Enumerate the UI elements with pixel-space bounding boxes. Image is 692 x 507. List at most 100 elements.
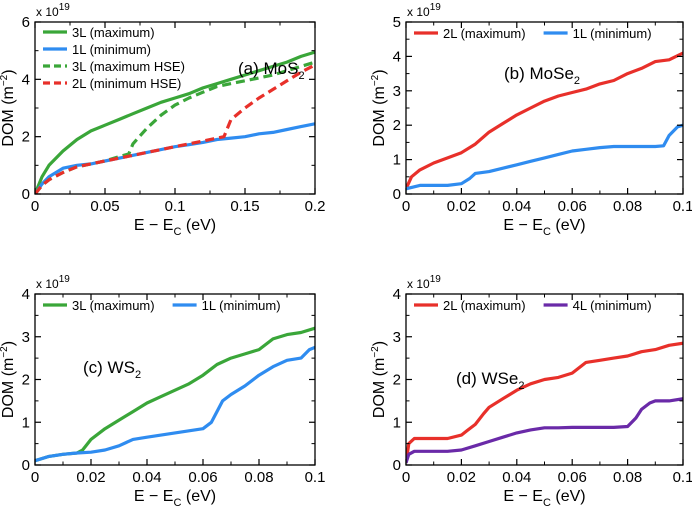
x-tick-label: 0.02 (447, 198, 476, 215)
y-axis-label: DOM (m−2) (0, 69, 17, 146)
scale-factor: x 1019 (36, 274, 70, 291)
series-line-1l-minimum- (406, 123, 683, 191)
scale-exponent: 19 (430, 2, 442, 13)
scale-factor: x 1019 (407, 274, 441, 291)
y-axis-label: DOM (m−2) (0, 341, 17, 418)
plot-frame (34, 293, 316, 466)
y-tick-label: 0 (393, 457, 401, 474)
panel-1: 0 0.05 0.1 0.15 0.2 0 2 4 6 x 1019 E − EC (eV) DOM … (0, 2, 325, 238)
x-tick-label: 0.08 (613, 198, 642, 215)
y-tick-label: 0 (22, 186, 30, 203)
x-tick-label: 0.2 (305, 198, 326, 215)
y-tick-label: 0 (22, 457, 30, 474)
x-tick-label: 0.06 (558, 469, 587, 486)
x-axis-label-main: E − E (503, 488, 543, 505)
scale-exponent: 19 (59, 2, 71, 13)
x-axis-label-main: E − E (134, 488, 174, 505)
series-line-3l-maximum- (35, 326, 315, 463)
scale-exponent: 19 (59, 274, 71, 285)
x-tick-label: 0.1 (673, 469, 692, 486)
x-tick-label: 0.02 (76, 469, 105, 486)
y-axis-label-main: DOM (m (0, 86, 17, 146)
y-axis-label-end: ) (371, 69, 388, 74)
x-tick-label: 0 (402, 198, 410, 215)
y-tick-label: 5 (393, 14, 401, 31)
scale-base: x 10 (407, 277, 430, 291)
x-tick-label: 0.06 (558, 198, 587, 215)
y-axis-label-end: ) (371, 341, 388, 346)
scale-exponent: 19 (430, 274, 442, 285)
panel-label-main: (a) MoS (238, 59, 298, 78)
legend-label: 1L (minimum) (72, 42, 151, 57)
y-axis-label-sup: −2 (370, 346, 381, 358)
y-axis-label-sup: −2 (0, 74, 10, 86)
y-tick-label: 3 (393, 83, 401, 100)
y-axis-label-main: DOM (m (371, 86, 388, 146)
panel-label-sub: 2 (518, 380, 524, 392)
x-tick-label: 0 (402, 469, 410, 486)
x-axis-label: E − EC (eV) (503, 217, 585, 238)
panel-label: (b) MoSe2 (504, 64, 580, 87)
y-tick-label: 4 (393, 48, 401, 65)
y-tick-label: 1 (22, 414, 30, 431)
legend-label: 3L (maximum) (72, 298, 155, 313)
panel-label-main: (c) WS (83, 358, 135, 377)
y-tick-label: 4 (393, 286, 401, 303)
panel-label: (d) WSe2 (456, 369, 524, 392)
x-axis-label-main: E − E (134, 217, 174, 234)
x-tick-label: 0.08 (613, 469, 642, 486)
y-axis-label-sup: −2 (370, 74, 381, 86)
y-axis-label-sup: −2 (0, 346, 10, 358)
x-tick-label: 0.06 (188, 469, 217, 486)
series-line-4l-minimum- (406, 397, 683, 464)
y-tick-label: 3 (22, 329, 30, 346)
series-line-1l-minimum- (35, 345, 315, 463)
x-axis-label-unit: (eV) (181, 217, 216, 234)
x-axis-label: E − EC (eV) (134, 488, 216, 507)
x-axis-label-unit: (eV) (181, 488, 216, 505)
x-axis-label-unit: (eV) (551, 217, 586, 234)
x-axis-label-main: E − E (503, 217, 543, 234)
y-axis-label-main: DOM (m (371, 358, 388, 418)
y-axis-label-end: ) (0, 69, 17, 74)
scale-factor: x 1019 (407, 2, 441, 19)
x-tick-label: 0 (31, 198, 39, 215)
x-axis-label-sub: C (173, 497, 181, 507)
panel-label-main: (d) WSe (456, 369, 518, 388)
x-axis-label-sub: C (543, 226, 551, 238)
y-tick-label: 2 (22, 129, 30, 146)
x-axis-label-unit: (eV) (551, 488, 586, 505)
scale-base: x 10 (36, 5, 59, 19)
legend-label: 2L (maximum) (443, 26, 526, 41)
x-tick-label: 0.04 (502, 198, 531, 215)
x-tick-label: 0.02 (447, 469, 476, 486)
y-tick-label: 1 (393, 414, 401, 431)
series-line-1l-minimum- (35, 122, 315, 194)
legend-label: 4L (minimum) (573, 298, 652, 313)
x-tick-label: 0.1 (673, 198, 692, 215)
x-axis-label-sub: C (543, 497, 551, 507)
legend-label: 3L (maximum) (72, 25, 155, 40)
panel-label-sub: 2 (135, 369, 141, 381)
panel-label-sub: 2 (574, 75, 580, 87)
y-tick-label: 4 (22, 286, 30, 303)
legend-label: 1L (minimum) (573, 26, 652, 41)
panel-3: 0 0.02 0.04 0.06 0.08 0.1 0 1 2 3 4 x 1019 E − EC (e… (0, 274, 325, 507)
y-tick-label: 1 (393, 152, 401, 169)
y-axis-label-main: DOM (m (0, 358, 17, 418)
panel-label-main: (b) MoSe (504, 64, 574, 83)
x-tick-label: 0.08 (244, 469, 273, 486)
x-tick-label: 0.1 (305, 469, 326, 486)
series-line-2l-maximum- (406, 51, 683, 190)
scale-factor: x 1019 (36, 2, 70, 19)
panel-2: 0 0.02 0.04 0.06 0.08 0.1 0 1 2 3 4 5 x 1019 E − EC (… (370, 2, 692, 238)
y-tick-label: 6 (22, 14, 30, 31)
panel-label: (a) MoS2 (238, 59, 305, 82)
y-axis-label: DOM (m−2) (370, 69, 388, 146)
y-tick-label: 2 (22, 372, 30, 389)
legend-label: 3L (maximum HSE) (72, 59, 185, 74)
legend-label: 1L (minimum) (202, 298, 281, 313)
x-tick-label: 0.05 (90, 198, 119, 215)
x-tick-label: 0 (31, 469, 39, 486)
